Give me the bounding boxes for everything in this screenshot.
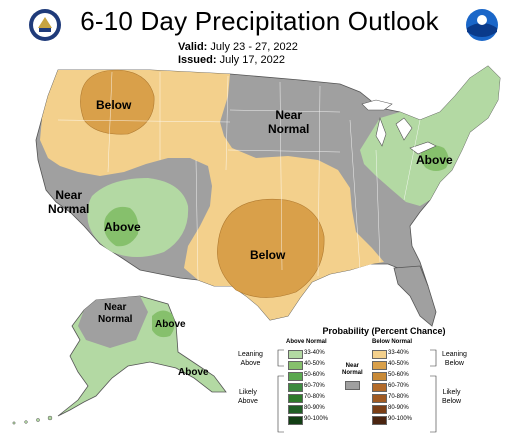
legend-below-bin-label-1: 40-50% [388, 361, 409, 367]
legend-above-bin-label-2: 50-60% [304, 372, 325, 378]
label-above-alaska-panhandle: Above [178, 367, 209, 378]
legend-near-normal-label: Near Normal [342, 363, 363, 376]
legend-below-swatch-3 [372, 383, 387, 392]
legend-above-swatch-4 [288, 394, 303, 403]
legend-above-swatch-5 [288, 405, 303, 414]
aleutian-islands [12, 415, 53, 425]
legend-below-bin-label-5: 80-90% [388, 405, 409, 411]
state-borders [57, 71, 421, 281]
below-northwest-region [80, 69, 155, 135]
legend-above-header: Above Normal [286, 339, 327, 345]
label-below-south-central: Below [250, 248, 286, 262]
legend-above-swatch-6 [288, 416, 303, 425]
noaa-logo-icon [466, 9, 498, 41]
legend-above-swatch-1 [288, 361, 303, 370]
alaska-above-core [152, 310, 175, 338]
legend-leaning-below: Leaning Below [442, 351, 467, 367]
legend-title: Probability (Percent Chance) [322, 326, 446, 336]
label-near-normal-west: Near Normal [48, 188, 90, 216]
label-above-alaska: Above [155, 319, 186, 330]
label-above-southwest: Above [104, 220, 141, 234]
issued-line: Issued: July 17, 2022 [178, 54, 285, 66]
legend-above-bin-label-1: 40-50% [304, 361, 325, 367]
legend-above-bin-label-4: 70-80% [304, 394, 325, 400]
legend-below-swatch-1 [372, 361, 387, 370]
legend-below-bin-label-6: 90-100% [388, 416, 413, 422]
valid-label: Valid: [178, 41, 208, 53]
legend-below-brackets [430, 349, 437, 433]
legend-below-bin-label-2: 50-60% [388, 372, 409, 378]
page-title: 6-10 Day Precipitation Outlook [80, 6, 439, 36]
issued-value: July 17, 2022 [219, 54, 286, 66]
issued-label: Issued: [178, 54, 217, 66]
legend-above-bin-label-6: 90-100% [304, 416, 329, 422]
legend-above-swatch-2 [288, 372, 303, 381]
above-northeast-region [360, 66, 500, 206]
valid-value: July 23 - 27, 2022 [210, 41, 298, 53]
legend-below-swatch-6 [372, 416, 387, 425]
great-lakes [361, 99, 437, 155]
legend-below-swatch-0 [372, 350, 387, 359]
legend-leaning-above: Leaning Above [238, 351, 263, 367]
legend-below-bin-label-0: 33-40% [388, 350, 409, 356]
above-southwest-core [104, 206, 139, 247]
alaska-near-normal [78, 296, 148, 348]
below-south-central-region [217, 198, 325, 298]
legend-above-bin-label-5: 80-90% [304, 405, 325, 411]
noaa-cpc-seal-icon [29, 9, 61, 41]
legend-below-swatch-2 [372, 372, 387, 381]
above-northeast-core [420, 145, 449, 171]
florida [393, 265, 437, 327]
label-near-normal-north: Near Normal [268, 108, 310, 136]
legend-below-header: Below Normal [372, 339, 413, 345]
legend-below-swatch-4 [372, 394, 387, 403]
legend-below-swatch-5 [372, 405, 387, 414]
valid-line: Valid: July 23 - 27, 2022 [178, 41, 298, 53]
legend-above-swatch-0 [288, 350, 303, 359]
legend-above-brackets [277, 349, 284, 433]
label-above-northeast: Above [416, 153, 453, 167]
legend-likely-above: Likely Above [238, 389, 258, 405]
legend-above-bin-label-3: 60-70% [304, 383, 325, 389]
legend: Probability (Percent Chance) Above Norma… [238, 326, 516, 434]
legend-below-bin-label-3: 60-70% [388, 383, 409, 389]
legend-near-normal-swatch [345, 381, 360, 390]
legend-likely-below: Likely Below [442, 389, 462, 405]
label-near-normal-alaska: Near Normal [98, 302, 133, 325]
label-below-northwest: Below [96, 98, 132, 112]
legend-above-swatch-3 [288, 383, 303, 392]
above-southwest-region [87, 178, 189, 257]
legend-below-bin-label-4: 70-80% [388, 394, 409, 400]
legend-above-bin-label-0: 33-40% [304, 350, 325, 356]
